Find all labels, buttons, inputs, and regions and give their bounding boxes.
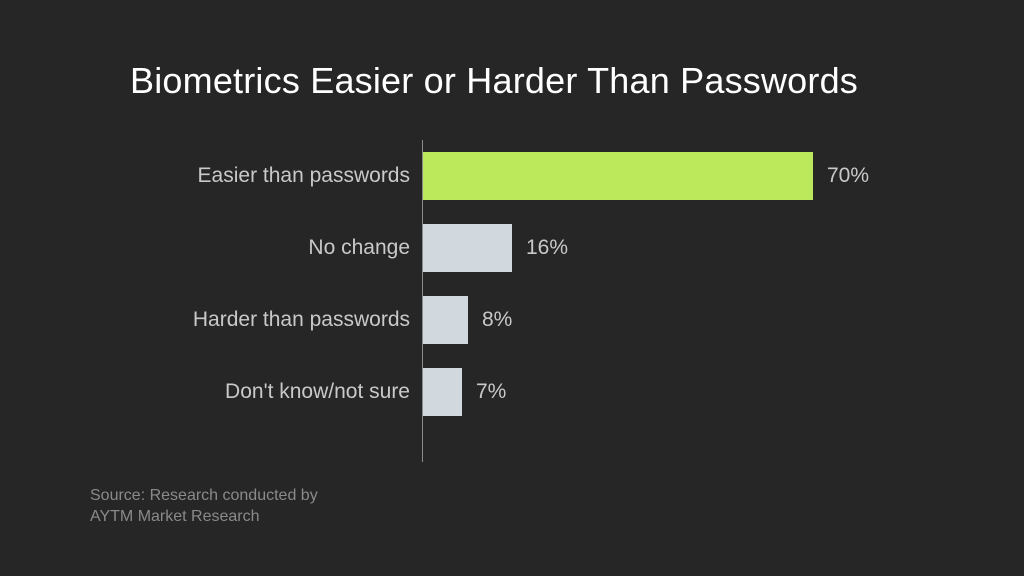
bar-row: Harder than passwords 8% — [80, 296, 944, 344]
bar-label: No change — [80, 236, 410, 260]
chart-title: Biometrics Easier or Harder Than Passwor… — [80, 60, 944, 102]
bar-label: Easier than passwords — [80, 164, 410, 188]
bar-value: 70% — [827, 164, 869, 188]
bar-wrapper: 16% — [423, 224, 568, 272]
bar-value: 16% — [526, 236, 568, 260]
source-line: AYTM Market Research — [90, 506, 318, 528]
source-attribution: Source: Research conducted by AYTM Marke… — [90, 485, 318, 528]
bar-wrapper: 7% — [423, 368, 506, 416]
bar-label: Harder than passwords — [80, 308, 410, 332]
chart-area: Easier than passwords 70% No change 16% … — [80, 152, 944, 452]
bar — [423, 296, 468, 344]
bar — [423, 368, 462, 416]
bar — [423, 224, 512, 272]
chart-container: Biometrics Easier or Harder Than Passwor… — [0, 0, 1024, 576]
bar-row: Easier than passwords 70% — [80, 152, 944, 200]
bar-row: No change 16% — [80, 224, 944, 272]
bar-value: 7% — [476, 380, 506, 404]
bar-label: Don't know/not sure — [80, 380, 410, 404]
bar — [423, 152, 813, 200]
bar-row: Don't know/not sure 7% — [80, 368, 944, 416]
bar-wrapper: 8% — [423, 296, 512, 344]
bar-value: 8% — [482, 308, 512, 332]
bar-wrapper: 70% — [423, 152, 869, 200]
source-line: Source: Research conducted by — [90, 485, 318, 507]
